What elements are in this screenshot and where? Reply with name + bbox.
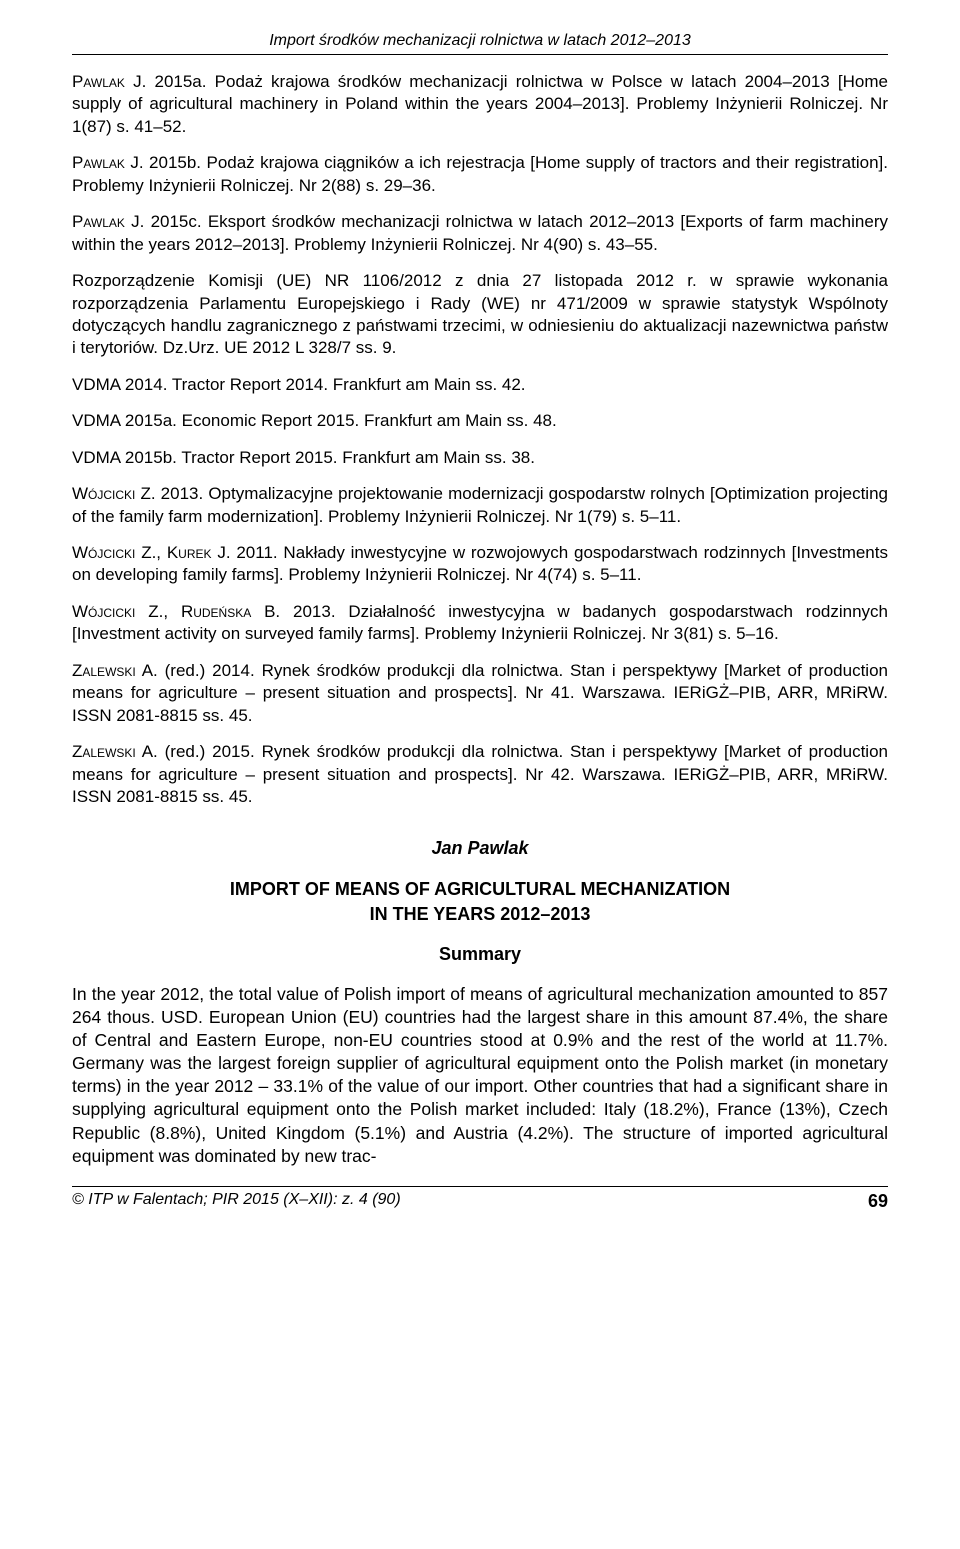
reference-author: Pawlak <box>72 212 125 231</box>
reference-item: Pawlak J. 2015c. Eksport środków mechani… <box>72 211 888 256</box>
page-footer: © ITP w Falentach; PIR 2015 (X–XII): z. … <box>72 1191 888 1212</box>
summary-title-line1: IMPORT OF MEANS OF AGRICULTURAL MECHANIZ… <box>230 879 730 899</box>
reference-author: Zalewski <box>72 661 136 680</box>
summary-section: Jan Pawlak IMPORT OF MEANS OF AGRICULTUR… <box>72 838 888 965</box>
reference-author: Zalewski <box>72 742 136 761</box>
references-list: Pawlak J. 2015a. Podaż krajowa środków m… <box>72 71 888 808</box>
reference-item: Zalewski A. (red.) 2014. Rynek środków p… <box>72 660 888 727</box>
header-rule <box>72 54 888 55</box>
reference-item: VDMA 2015b. Tractor Report 2015. Frankfu… <box>72 447 888 469</box>
reference-author: Kurek <box>167 543 212 562</box>
reference-author: Wójcicki <box>72 543 135 562</box>
summary-body: In the year 2012, the total value of Pol… <box>72 983 888 1168</box>
running-header: Import środków mechanizacji rolnictwa w … <box>72 32 888 50</box>
reference-author: Wójcicki <box>72 602 135 621</box>
reference-item: Pawlak J. 2015a. Podaż krajowa środków m… <box>72 71 888 138</box>
reference-item: Wójcicki Z., Rudeńska B. 2013. Działalno… <box>72 601 888 646</box>
footer-citation: © ITP w Falentach; PIR 2015 (X–XII): z. … <box>72 1191 401 1212</box>
summary-label: Summary <box>72 944 888 965</box>
reference-author: Wójcicki <box>72 484 135 503</box>
reference-item: VDMA 2015a. Economic Report 2015. Frankf… <box>72 410 888 432</box>
reference-author: Pawlak <box>72 153 125 172</box>
summary-author: Jan Pawlak <box>72 838 888 859</box>
page-number: 69 <box>868 1191 888 1212</box>
summary-title: IMPORT OF MEANS OF AGRICULTURAL MECHANIZ… <box>72 877 888 926</box>
reference-item: Pawlak J. 2015b. Podaż krajowa ciągników… <box>72 152 888 197</box>
summary-title-line2: IN THE YEARS 2012–2013 <box>370 904 591 924</box>
reference-item: Rozporządzenie Komisji (UE) NR 1106/2012… <box>72 270 888 360</box>
footer-rule <box>72 1186 888 1187</box>
reference-item: VDMA 2014. Tractor Report 2014. Frankfur… <box>72 374 888 396</box>
reference-item: Wójcicki Z. 2013. Optymalizacyjne projek… <box>72 483 888 528</box>
reference-item: Wójcicki Z., Kurek J. 2011. Nakłady inwe… <box>72 542 888 587</box>
reference-author: Rudeńska <box>181 602 251 621</box>
reference-author: Pawlak <box>72 72 125 91</box>
reference-item: Zalewski A. (red.) 2015. Rynek środków p… <box>72 741 888 808</box>
